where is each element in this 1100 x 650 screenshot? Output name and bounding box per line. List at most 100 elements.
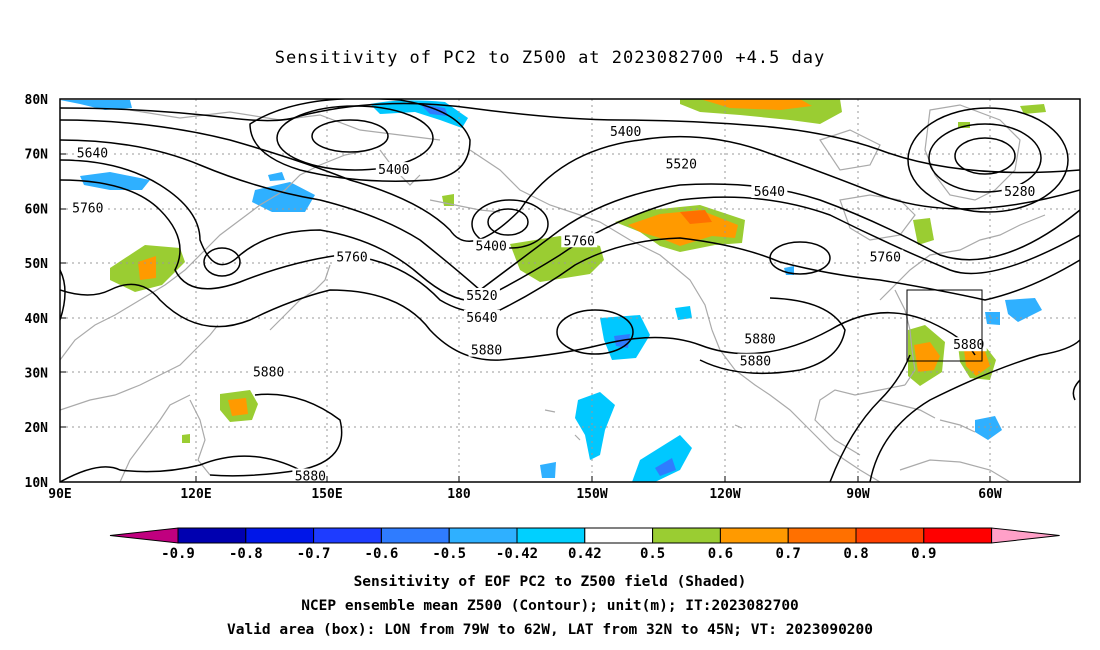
pos-patch	[680, 210, 712, 224]
contour-label-bg	[607, 123, 644, 138]
lon-tick-label: 90W	[846, 487, 870, 502]
lat-tick-label: 60N	[25, 202, 49, 217]
contour-label-text: 5640	[77, 147, 108, 162]
aleutians	[429, 199, 501, 213]
contour-label: 5640	[751, 184, 788, 200]
contour-label-text: 5880	[295, 470, 326, 485]
map-frame	[59, 98, 1081, 483]
north-america-east	[879, 214, 1046, 301]
colorbar: -0.9 -0.8 -0.7 -0.6 -0.5 -0.42 0.42 0.5 0.6 0.7 0.…	[109, 527, 1060, 562]
contour-label: 5400	[607, 123, 644, 140]
contour-label-text: 5760	[870, 251, 901, 266]
contour-low-aleutian-outer	[471, 199, 549, 249]
contour-label-bg	[463, 287, 500, 302]
contour-label-text: 5520	[666, 158, 697, 173]
contour-label-text: 5640	[754, 185, 785, 200]
asia-coast-south	[60, 324, 219, 411]
contour-5880-east	[1072, 379, 1080, 401]
contour-label: 5520	[663, 156, 700, 173]
contour-low-greenland-3	[907, 107, 1069, 213]
contour-label: 5880	[250, 364, 287, 381]
colorbar-segment	[787, 527, 857, 544]
lon-tick-label: 60W	[978, 487, 1002, 502]
lon-tick-label: 90E	[48, 487, 71, 502]
neg-patch	[370, 100, 468, 128]
contour-label-bg	[950, 337, 987, 352]
pos-patch	[138, 256, 156, 280]
contour-label: 5880	[292, 468, 329, 485]
contour-label-text: 5640	[466, 311, 497, 326]
arctic-islands	[819, 129, 881, 171]
lat-tick-label: 30N	[25, 367, 49, 382]
lon-tick-label: 150E	[311, 487, 342, 502]
tick-marks	[60, 153, 991, 482]
contour-label: 5880	[737, 353, 774, 370]
neg-patch	[252, 182, 315, 212]
contour-label: 5640	[463, 309, 500, 326]
contour-label: 5880	[742, 331, 779, 348]
colorbar-segment	[380, 527, 450, 544]
contour-5520-band	[60, 139, 1080, 291]
contour-label-text: 5400	[378, 163, 409, 178]
contour-5280-band	[60, 102, 1080, 174]
neg-patch	[1005, 298, 1042, 322]
contour-label-text: 5760	[72, 201, 103, 216]
contour-5880-namerica	[699, 297, 911, 482]
colorbar-label: 0.7	[776, 546, 801, 562]
z500-contours	[60, 99, 1080, 482]
contour-low-greenland-2	[928, 123, 1042, 193]
contour-label-bg	[463, 309, 500, 324]
greenland	[924, 104, 1021, 201]
pos-patch	[964, 348, 990, 376]
lon-tick-label: 120E	[180, 487, 211, 502]
contour-5880-band	[60, 269, 976, 361]
plot-title: Sensitivity of PC2 to Z500 at 2023082700…	[274, 48, 826, 68]
contour-label-bg	[69, 200, 106, 215]
contour-label-bg	[473, 238, 510, 253]
southeast-asia-coast	[119, 394, 191, 482]
neg-patch	[675, 306, 692, 320]
neg-patch	[80, 172, 150, 190]
contour-label-bg	[742, 331, 779, 346]
contour-5400-band	[60, 119, 1080, 242]
colorbar-label: -0.9	[161, 546, 195, 562]
contour-label-bg	[468, 342, 505, 357]
lon-tick-label: 150W	[576, 487, 607, 502]
contour-label-group: 5400 5400 5400 5520 5520 5640 5640 5640 5760 5760…	[69, 123, 1038, 485]
contour-5880-atlantic	[869, 339, 1080, 482]
contour-label-bg	[334, 249, 371, 264]
contour-label-bg	[250, 364, 287, 379]
pos-patch	[228, 398, 248, 416]
lon-tick-label: 180	[447, 487, 471, 502]
asia-coast	[60, 149, 371, 361]
caribbean	[939, 419, 976, 433]
contour-label-text: 5880	[740, 355, 771, 370]
siberia	[129, 109, 441, 141]
contour-label: 5400	[473, 238, 510, 255]
contour-label: 5880	[950, 337, 987, 353]
shaded-sensitivity	[60, 99, 1046, 482]
colorbar-segment	[313, 527, 382, 544]
contour-label: 5760	[334, 249, 371, 266]
cuba	[879, 399, 936, 419]
contour-label-text: 5880	[471, 344, 502, 359]
colorbar-label: 0.42	[568, 546, 602, 562]
alaska-coast	[469, 149, 713, 331]
contour-label: 5520	[463, 287, 500, 304]
colorbar-label: -0.42	[496, 546, 538, 562]
north-america-west	[711, 329, 881, 482]
colorbar-segment	[584, 527, 654, 544]
neg-patch	[60, 100, 132, 110]
contour-label-text: 5880	[744, 333, 775, 348]
pos-patch	[913, 218, 934, 245]
pos-patch	[700, 99, 812, 110]
colorbar-label: -0.7	[297, 546, 331, 562]
contour-label-bg	[561, 233, 598, 248]
contour-label: 5760	[69, 200, 106, 216]
lat-tick-label: 50N	[25, 257, 49, 272]
neg-patch	[655, 458, 676, 476]
neg-patch	[540, 462, 556, 478]
colorbar-right-arrow	[991, 527, 1060, 544]
contour-label: 5760	[867, 249, 904, 266]
